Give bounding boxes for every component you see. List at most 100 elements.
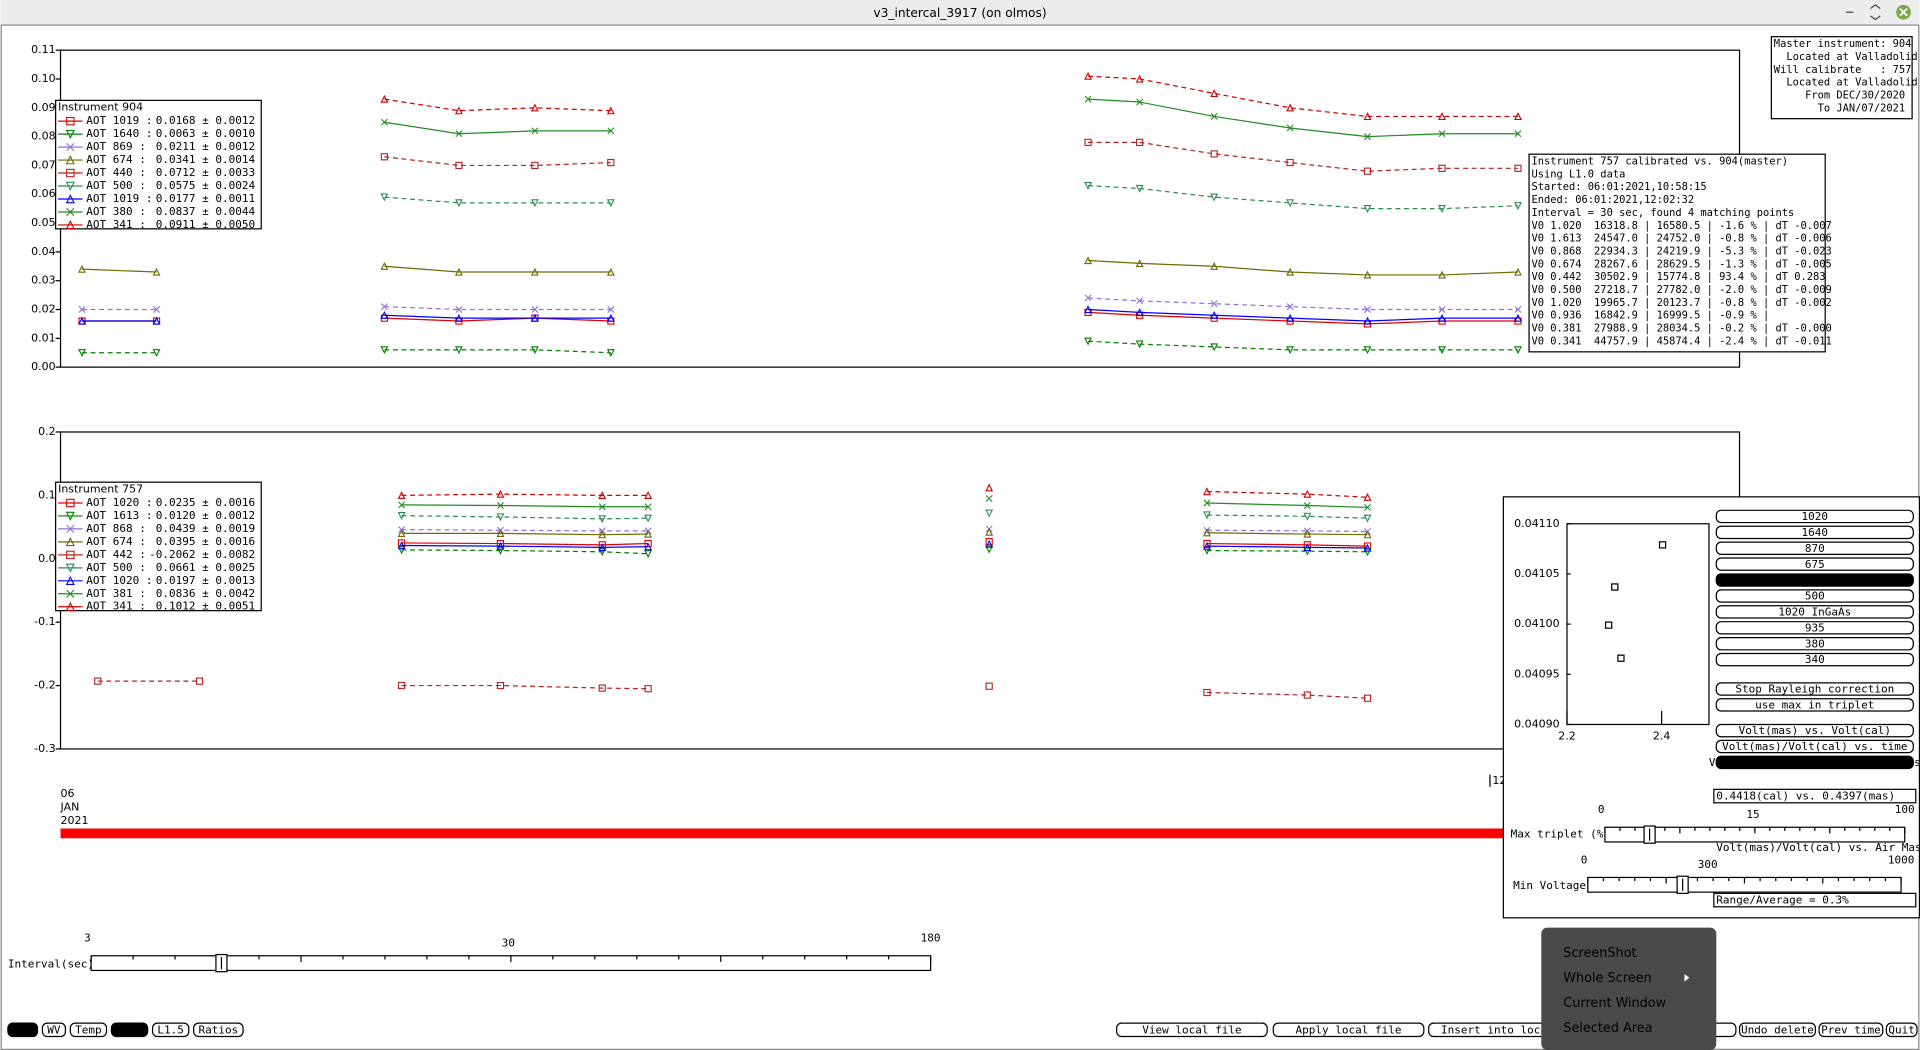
legend-name: AOT 869 :	[86, 140, 146, 153]
marker	[1210, 310, 1219, 319]
slider-mid: 15	[1746, 808, 1759, 821]
menu-item[interactable]: Current Window	[1563, 996, 1666, 1011]
channel-button[interactable]	[1715, 605, 1914, 619]
scatter-point	[1658, 541, 1667, 549]
marker	[1084, 95, 1092, 103]
menu-item[interactable]: Selected Area	[1563, 1021, 1652, 1036]
plot-button[interactable]	[1715, 723, 1914, 738]
scatter-point	[1617, 654, 1625, 662]
marker	[1084, 138, 1092, 146]
window-controls[interactable]	[1846, 4, 1911, 21]
marker	[1514, 267, 1522, 276]
marker	[66, 207, 75, 217]
master-info-line: From DEC/30/2020	[1774, 89, 1905, 101]
channel-button[interactable]	[1715, 525, 1914, 540]
channel-button[interactable]	[1715, 652, 1914, 667]
legend-stat: 0.0341 ± 0.0014	[156, 153, 256, 166]
marker	[1438, 270, 1446, 279]
marker	[1084, 294, 1092, 302]
data-button[interactable]	[7, 1022, 39, 1038]
plot-button[interactable]	[1715, 755, 1914, 770]
marker	[454, 313, 463, 322]
action-button[interactable]	[1738, 1022, 1817, 1038]
channel-button[interactable]	[1715, 636, 1914, 651]
channel-button[interactable]	[1715, 509, 1914, 524]
series-line	[401, 684, 649, 690]
series	[398, 495, 1371, 511]
channel-button-label: 340	[1805, 653, 1825, 666]
marker	[1286, 158, 1294, 167]
series-line	[1088, 340, 1518, 351]
marker	[1438, 346, 1446, 355]
data-button[interactable]	[41, 1022, 67, 1038]
series-line	[1206, 691, 1368, 699]
marker	[397, 491, 406, 499]
date-label: JAN	[60, 801, 80, 814]
series-line	[401, 544, 649, 548]
data-button-label: AOT	[13, 1023, 33, 1036]
marker	[1363, 548, 1372, 557]
series	[78, 294, 1522, 313]
channel-button[interactable]	[1715, 589, 1914, 603]
option-button[interactable]	[1715, 682, 1914, 696]
slider[interactable]: Min Voltage 0 300 1000	[1513, 853, 1914, 894]
marker	[1136, 138, 1144, 146]
plot-button[interactable]	[1715, 739, 1914, 754]
marker	[1364, 503, 1371, 511]
series-line	[401, 493, 649, 496]
series	[397, 509, 1372, 524]
channel-button[interactable]	[1715, 621, 1914, 635]
slider[interactable]: Max triplet (%) 0 15 100	[1511, 803, 1915, 844]
label-box	[1713, 892, 1917, 908]
action-button[interactable]	[1272, 1022, 1425, 1038]
series-line	[1206, 490, 1368, 498]
legend-stat: 0.0911 ± 0.0050	[156, 218, 255, 231]
marker	[1084, 305, 1093, 314]
data-button-label: Temp	[75, 1023, 102, 1036]
series	[397, 483, 1372, 501]
legend-stat: 0.0197 ± 0.0013	[156, 574, 255, 587]
marker	[530, 199, 539, 208]
series-line	[401, 504, 649, 508]
channel-button[interactable]	[1715, 557, 1914, 571]
maximize[interactable]	[1870, 4, 1881, 21]
marker	[530, 313, 539, 322]
marker	[1084, 337, 1093, 346]
action-button[interactable]	[1885, 1022, 1918, 1038]
channel-button[interactable]	[1715, 541, 1914, 555]
y-tick-label: 0.2	[38, 425, 56, 438]
marker	[985, 527, 994, 536]
data-button[interactable]	[151, 1022, 190, 1038]
calibration-info-line: V0 0.674 28267.6 | 28629.5 | -1.3 % | dT…	[1532, 258, 1832, 270]
y-tick-label: 0.07	[31, 158, 56, 171]
channel-button-label: 870	[1805, 542, 1825, 555]
marker	[1363, 492, 1372, 501]
marker	[1135, 308, 1144, 316]
action-button[interactable]	[1818, 1022, 1884, 1038]
slider[interactable]: Interval(sec) 3 30 180	[8, 932, 941, 973]
menu-item[interactable]: ScreenShot	[1563, 946, 1636, 961]
option-button[interactable]	[1715, 698, 1914, 712]
marker	[496, 541, 505, 550]
data-button[interactable]	[193, 1022, 244, 1038]
marker	[1210, 193, 1219, 202]
menu-item[interactable]: Whole Screen	[1563, 971, 1651, 986]
marker	[1363, 543, 1372, 552]
slider-min: 3	[84, 932, 91, 945]
marker	[153, 306, 160, 313]
y-tick-label: -0.2	[34, 679, 55, 692]
marker	[454, 106, 463, 115]
marker	[1135, 340, 1144, 349]
date-label: 2021	[61, 814, 89, 827]
plot-frame	[59, 431, 1741, 750]
data-button[interactable]	[69, 1022, 108, 1038]
data-button[interactable]	[110, 1022, 149, 1038]
marker	[94, 677, 102, 685]
series-line	[1088, 308, 1518, 322]
action-button[interactable]	[1116, 1022, 1268, 1038]
channel-button[interactable]	[1715, 573, 1914, 587]
calibration-info-line: V0 1.613 24547.0 | 24752.0 | -0.8 % | dT…	[1532, 233, 1832, 245]
series-line	[1088, 75, 1518, 118]
marker	[1286, 303, 1294, 311]
